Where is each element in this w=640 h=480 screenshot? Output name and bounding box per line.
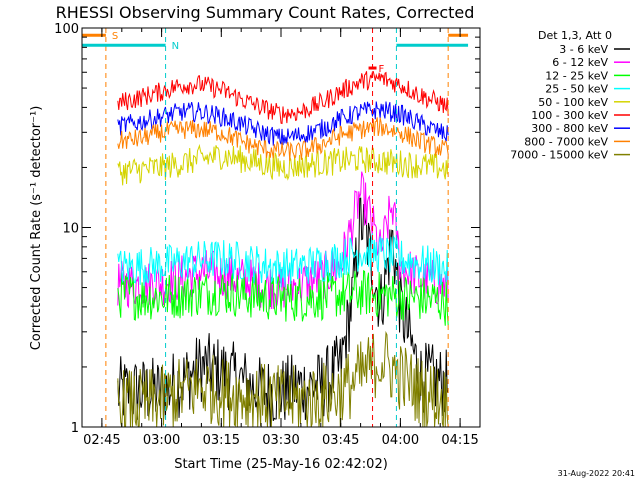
x-tick-label: 04:15 (441, 433, 478, 448)
series-layer (117, 70, 449, 427)
series-line-8 (117, 117, 449, 161)
chart-title: RHESSI Observing Summary Count Rates, Co… (56, 3, 475, 22)
y-axis-label: Corrected Count Rate (s⁻¹ detector⁻¹) (29, 106, 44, 351)
legend-entry-label: 50 - 100 keV (538, 96, 608, 109)
x-tick-label: 03:30 (262, 433, 299, 448)
y-tick-label: 1 (71, 421, 79, 436)
x-tick-label: 03:45 (322, 433, 359, 448)
x-axis-label: Start Time (25-May-16 02:42:02) (174, 457, 388, 472)
marker-label-f: F (379, 64, 385, 75)
legend-entry-label: 800 - 7000 keV (524, 135, 608, 148)
legend-header: Det 1,3, Att 0 (538, 29, 612, 42)
axis-layer: 02:45 03:00 03:15 03:30 03:45 04:00 04:15 1 10 10… (54, 22, 481, 448)
x-tick-label: 03:15 (203, 433, 240, 448)
series-line-1 (117, 197, 449, 427)
marker-label-n: N (172, 41, 179, 52)
marker-label-s: S (112, 31, 118, 42)
legend-entry-label: 100 - 300 keV (531, 109, 608, 122)
series-line-7 (117, 101, 449, 146)
series-line-5 (117, 143, 449, 186)
legend-entry-label: 3 - 6 keV (559, 43, 608, 56)
legend-entry-label: 25 - 50 keV (545, 83, 608, 96)
series-line-6 (117, 70, 449, 125)
y-tick-label: 10 (62, 222, 79, 237)
x-tick-label: 04:00 (382, 433, 419, 448)
x-tick-label: 03:00 (143, 433, 180, 448)
legend-entry-label: 12 - 25 keV (545, 69, 608, 82)
x-tick-label: 02:45 (83, 433, 120, 448)
legend-entry-label: 300 - 800 keV (531, 122, 608, 135)
y-tick-label: 100 (54, 22, 79, 37)
marker-layer: S N F (82, 28, 469, 427)
series-line-3 (117, 269, 449, 326)
series-line-9 (117, 330, 449, 427)
footer-date: 31-Aug-2022 20:41 (558, 469, 635, 478)
legend-entry-label: 7000 - 15000 keV (510, 149, 608, 162)
legend-entry-label: 6 - 12 keV (552, 56, 608, 69)
series-line-4 (117, 233, 449, 288)
